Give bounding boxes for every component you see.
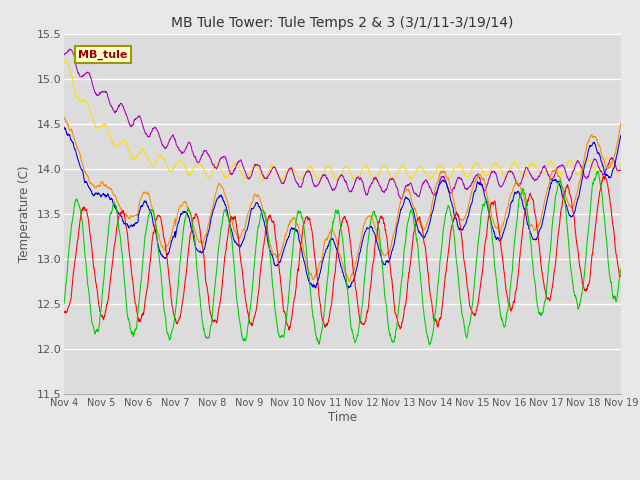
Title: MB Tule Tower: Tule Temps 2 & 3 (3/1/11-3/19/14): MB Tule Tower: Tule Temps 2 & 3 (3/1/11-… bbox=[172, 16, 513, 30]
Legend: Tul2_Tw+4, Tul2_Ts-2, Tul2_Ts-8, Tul3_Tw+4, Tul3_Ts-2, Tul3_Ts-8: Tul2_Tw+4, Tul2_Ts-2, Tul2_Ts-8, Tul3_Tw… bbox=[83, 477, 602, 480]
X-axis label: Time: Time bbox=[328, 410, 357, 423]
Y-axis label: Temperature (C): Temperature (C) bbox=[18, 165, 31, 262]
Text: MB_tule: MB_tule bbox=[78, 50, 127, 60]
